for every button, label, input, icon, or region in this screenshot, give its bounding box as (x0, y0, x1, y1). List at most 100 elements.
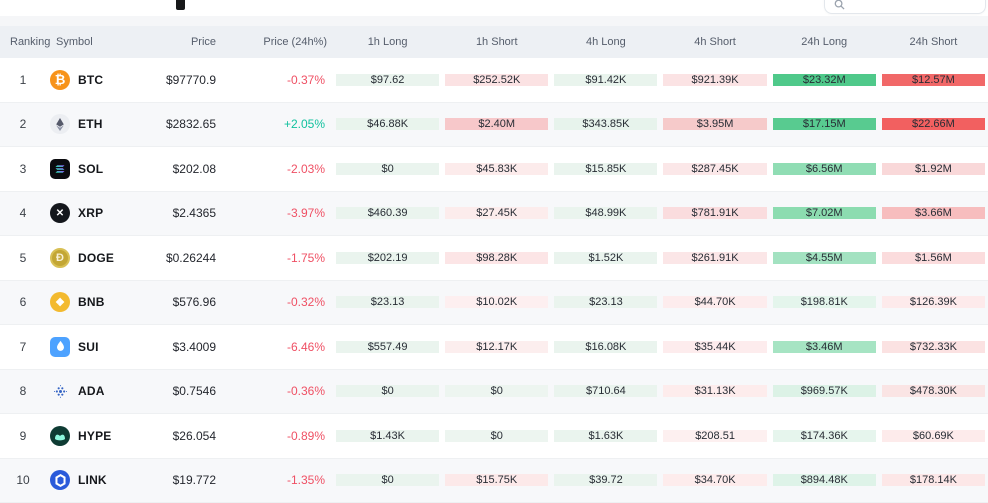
price-change-cell: -2.03% (286, 161, 325, 176)
header-4h-long[interactable]: 4h Long (586, 36, 626, 48)
liq-4h-short-cell: $44.70K (660, 281, 769, 325)
symbol-cell[interactable]: ₿ BTC (46, 58, 156, 102)
header-price-change[interactable]: Price (24h%) (263, 36, 327, 48)
symbol-cell[interactable]: HYPE (46, 414, 156, 458)
liquidation-value: $45.83K (445, 162, 549, 175)
rank-cell: 6 (19, 295, 27, 310)
header-ranking[interactable]: Ranking (10, 36, 51, 48)
table-row[interactable]: 1 ₿ BTC $97770.9 -0.37% $97.62 $252.52K … (0, 58, 988, 103)
table-row[interactable]: 2 ETH $2832.65 +2.05% $46.88K $2.40M $34… (0, 102, 988, 147)
btc-icon: ₿ (50, 69, 70, 90)
liq-24h-long-cell: $3.46M (770, 325, 879, 369)
table-row[interactable]: 9 HYPE $26.054 -0.89% $1.43K $0 $1.63K $… (0, 414, 988, 459)
rank-cell: 2 (19, 117, 27, 132)
header-24h-short[interactable]: 24h Short (909, 36, 958, 48)
rank-cell: 3 (19, 161, 27, 176)
symbol-cell[interactable]: ADA (46, 370, 156, 414)
price-cell: $3.4009 (172, 339, 216, 354)
price-change-cell: -1.75% (286, 250, 325, 265)
liquidation-value: $1.52K (554, 251, 658, 264)
symbol-cell[interactable]: ETH (46, 103, 156, 147)
price-cell: $202.08 (172, 161, 216, 176)
liq-1h-short-cell: $45.83K (442, 147, 551, 191)
liq-1h-short-cell: $252.52K (442, 58, 551, 102)
liquidation-value: $23.13 (554, 296, 658, 309)
liquidation-value: $0 (336, 474, 440, 487)
symbol-cell[interactable]: SUI (46, 325, 156, 369)
liquidation-value: $48.99K (554, 207, 658, 220)
liquidation-value: $46.88K (336, 118, 440, 131)
price-change-cell: -0.32% (286, 295, 325, 310)
symbol-cell[interactable]: Đ DOGE (46, 236, 156, 280)
liq-1h-long-cell: $557.49 (333, 325, 442, 369)
liq-4h-long-cell: $15.85K (551, 147, 660, 191)
liq-4h-short-cell: $921.39K (660, 58, 769, 102)
sui-icon (50, 336, 70, 357)
liquidation-value: $23.13 (336, 296, 440, 309)
table-row[interactable]: 6 ❖ BNB $576.96 -0.32% $23.13 $10.02K $2… (0, 280, 988, 325)
liq-4h-long-cell: $710.64 (551, 370, 660, 414)
search-box[interactable] (824, 0, 986, 14)
header-symbol[interactable]: Symbol (56, 36, 93, 48)
symbol-cell[interactable]: ✕ XRP (46, 192, 156, 236)
price-cell: $2.4365 (172, 206, 216, 221)
table-row[interactable]: 3 SOL $202.08 -2.03% $0 $45.83K $15.85K … (0, 147, 988, 192)
header-price[interactable]: Price (190, 36, 216, 48)
liq-1h-short-cell: $0 (442, 370, 551, 414)
price-change-cell: -0.37% (286, 72, 325, 87)
price-cell: $0.26244 (165, 250, 216, 265)
liq-4h-short-cell: $261.91K (660, 236, 769, 280)
header-1h-long[interactable]: 1h Long (367, 36, 408, 48)
liquidation-value: $1.43K (336, 429, 440, 442)
liquidation-value: $710.64 (554, 385, 658, 398)
price-change-cell: -0.89% (286, 428, 325, 443)
rank-cell: 10 (16, 473, 30, 488)
liquidation-value: $3.46M (772, 340, 876, 353)
symbol-cell[interactable]: LINK (46, 459, 156, 503)
liquidation-value: $261.91K (663, 251, 767, 264)
liq-24h-long-cell: $894.48K (770, 459, 879, 503)
liquidation-value: $0 (336, 162, 440, 175)
liq-1h-long-cell: $97.62 (333, 58, 442, 102)
price-cell: $2832.65 (165, 117, 216, 132)
liq-4h-short-cell: $287.45K (660, 147, 769, 191)
table-row[interactable]: 4 ✕ XRP $2.4365 -3.97% $460.39 $27.45K $… (0, 191, 988, 236)
table-row[interactable]: 5 Đ DOGE $0.26244 -1.75% $202.19 $98.28K… (0, 236, 988, 281)
liq-24h-long-cell: $6.56M (770, 147, 879, 191)
liquidation-value: $921.39K (663, 73, 767, 86)
doge-icon: Đ (50, 247, 70, 268)
ada-icon (50, 381, 70, 401)
liq-4h-long-cell: $48.99K (551, 192, 660, 236)
rank-cell: 9 (19, 428, 27, 443)
liq-1h-short-cell: $10.02K (442, 281, 551, 325)
coin-name: BTC (78, 72, 104, 87)
liq-4h-long-cell: $1.63K (551, 414, 660, 458)
liquidation-value: $969.57K (772, 385, 876, 398)
hype-icon (50, 425, 70, 446)
header-24h-long[interactable]: 24h Long (801, 36, 848, 48)
table-row[interactable]: 10 LINK $19.772 -1.35% $0 $15.75K $39.72… (0, 458, 988, 503)
liq-1h-long-cell: $0 (333, 370, 442, 414)
liq-24h-long-cell: $4.55M (770, 236, 879, 280)
liq-1h-long-cell: $0 (333, 459, 442, 503)
liquidation-value: $6.56M (772, 162, 876, 175)
liq-24h-long-cell: $198.81K (770, 281, 879, 325)
table-row[interactable]: 8 ADA $0.7546 -0.36% $0 $0 $710.64 $31.1… (0, 369, 988, 414)
xrp-icon: ✕ (50, 203, 70, 224)
liquidation-value: $3.66M (881, 207, 985, 220)
liq-24h-short-cell: $12.57M (879, 58, 988, 102)
header-1h-short[interactable]: 1h Short (475, 36, 518, 48)
liq-24h-long-cell: $969.57K (770, 370, 879, 414)
table-row[interactable]: 7 SUI $3.4009 -6.46% $557.49 $12.17K $16… (0, 325, 988, 370)
liquidation-value: $343.85K (554, 118, 658, 131)
symbol-cell[interactable]: SOL (46, 147, 156, 191)
coin-name: ADA (78, 384, 105, 399)
liquidation-value: $44.70K (663, 296, 767, 309)
bnb-icon: ❖ (50, 292, 70, 313)
liquidation-value: $16.08K (554, 340, 658, 353)
symbol-cell[interactable]: ❖ BNB (46, 281, 156, 325)
header-4h-short[interactable]: 4h Short (694, 36, 736, 48)
liq-1h-long-cell: $202.19 (333, 236, 442, 280)
liquidation-value: $287.45K (663, 162, 767, 175)
